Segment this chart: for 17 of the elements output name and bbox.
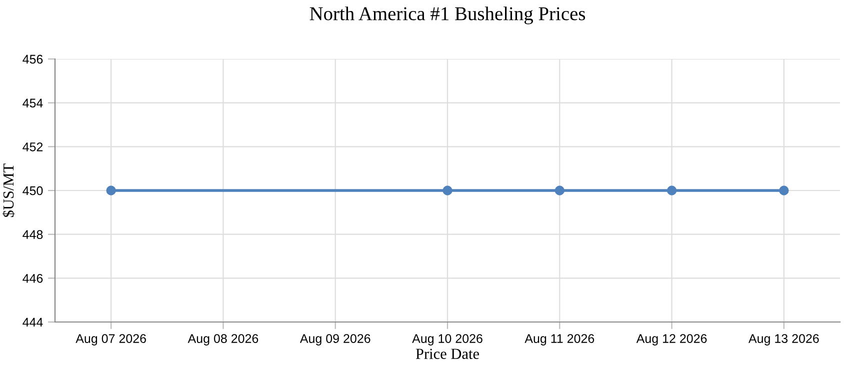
x-tick-label: Aug 07 2026 [76,334,146,346]
y-tick-label: 444 [22,318,43,327]
x-tick-label: Aug 13 2026 [748,334,819,346]
x-axis-title: Price Date [416,348,479,359]
y-tick-label: 448 [22,230,43,239]
y-tick-label: 452 [22,142,43,152]
y-tick-label: 454 [22,98,43,108]
y-tick-label: 450 [22,186,43,196]
chart-title: North America #1 Busheling Prices [310,6,586,24]
x-tick-label: Aug 11 2026 [524,334,594,346]
x-tick-label: Aug 09 2026 [300,334,370,346]
y-axis-title: $US/MT [2,164,15,218]
y-tick-label: 446 [22,274,43,283]
x-tick-label: Aug 10 2026 [412,334,482,346]
x-tick-label: Aug 12 2026 [636,334,707,346]
x-tick-label: Aug 08 2026 [188,334,258,346]
y-tick-label: 456 [22,54,43,64]
